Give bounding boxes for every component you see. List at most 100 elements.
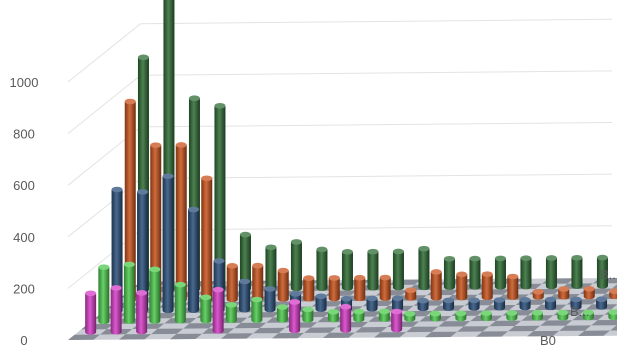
bar [136,290,148,335]
bar [443,297,455,311]
bar [239,231,251,292]
bar [341,249,353,291]
y-tick-label: 400 [13,230,35,245]
bars-layer [85,0,617,335]
floor-cell [578,330,611,336]
floor-cell [221,333,254,339]
bar [532,288,544,300]
gridline-side [67,74,141,134]
bar [98,264,110,325]
floor-cell [151,328,184,335]
bar [392,248,404,291]
floor-cell [253,327,286,334]
bar [276,304,288,323]
floor-cell [476,331,509,337]
gridline [140,70,613,76]
bar [571,254,583,289]
floor-cell [355,327,388,333]
bar [316,246,328,291]
floor-cell [68,334,101,340]
y-tick-label: 800 [13,127,35,142]
floor-cell [591,319,617,326]
bar [583,286,595,300]
bar [392,295,404,312]
bar [469,255,481,290]
bar [596,296,608,310]
bar [162,173,174,314]
bar [123,261,135,324]
bar [378,308,390,322]
bar [239,278,251,313]
bar [200,294,212,324]
bar [430,269,442,301]
bar [85,290,97,335]
bar [443,255,455,290]
floor-cell [234,322,267,329]
bar [354,274,366,302]
bar [507,273,519,300]
floor-cell [438,321,471,327]
bar [150,142,162,303]
bar [570,296,582,310]
bar [379,274,391,301]
floor-cell [183,323,216,329]
floor-cell [540,320,573,326]
floor-cell [170,333,203,340]
floor-cell [272,332,305,339]
bar [418,245,430,291]
bar [110,285,122,335]
depth-category-label: B... [570,304,590,319]
bar [174,281,186,324]
bar [226,263,238,303]
bar [175,142,187,303]
bar [519,297,531,311]
bar [520,255,532,290]
floor-cell [457,326,490,332]
floor-cell [374,332,407,338]
bar [391,308,403,333]
floor-cell [527,330,560,337]
bar [212,286,224,334]
floor-cell [489,320,522,327]
bar [111,186,123,314]
bar [429,310,441,322]
bar [404,310,416,322]
bar [468,297,480,311]
bar [214,102,226,292]
y-tick-label: 0 [20,333,27,348]
bar [277,267,289,302]
y-tick-label: 200 [13,281,35,296]
bar [494,297,506,311]
bar [481,271,493,301]
bar [494,255,506,290]
bar [303,275,315,302]
bar [124,98,136,303]
bar [328,275,340,302]
bar [609,288,617,300]
bar [201,175,213,303]
bar [545,255,557,290]
gridline [140,122,613,128]
depth-category-label: B0 [540,333,556,348]
bar [367,248,379,291]
bar [302,306,314,323]
floor-cell [559,325,592,331]
bar [149,266,161,324]
bar [289,299,301,334]
floor-cell [425,331,458,338]
floor-cell [610,325,617,331]
bar [596,254,608,289]
bar [531,309,543,321]
floor-cell [406,326,439,333]
labels-layer: 0 200 400 600 800 1000 B0 B... B... [10,75,617,348]
bar [456,271,468,301]
floor-cell [304,327,337,333]
bar [480,310,492,322]
bar [582,309,594,321]
bar [366,295,378,312]
bar [340,303,352,333]
floor-cell [611,284,617,289]
bar [558,286,570,300]
bar [506,310,518,321]
